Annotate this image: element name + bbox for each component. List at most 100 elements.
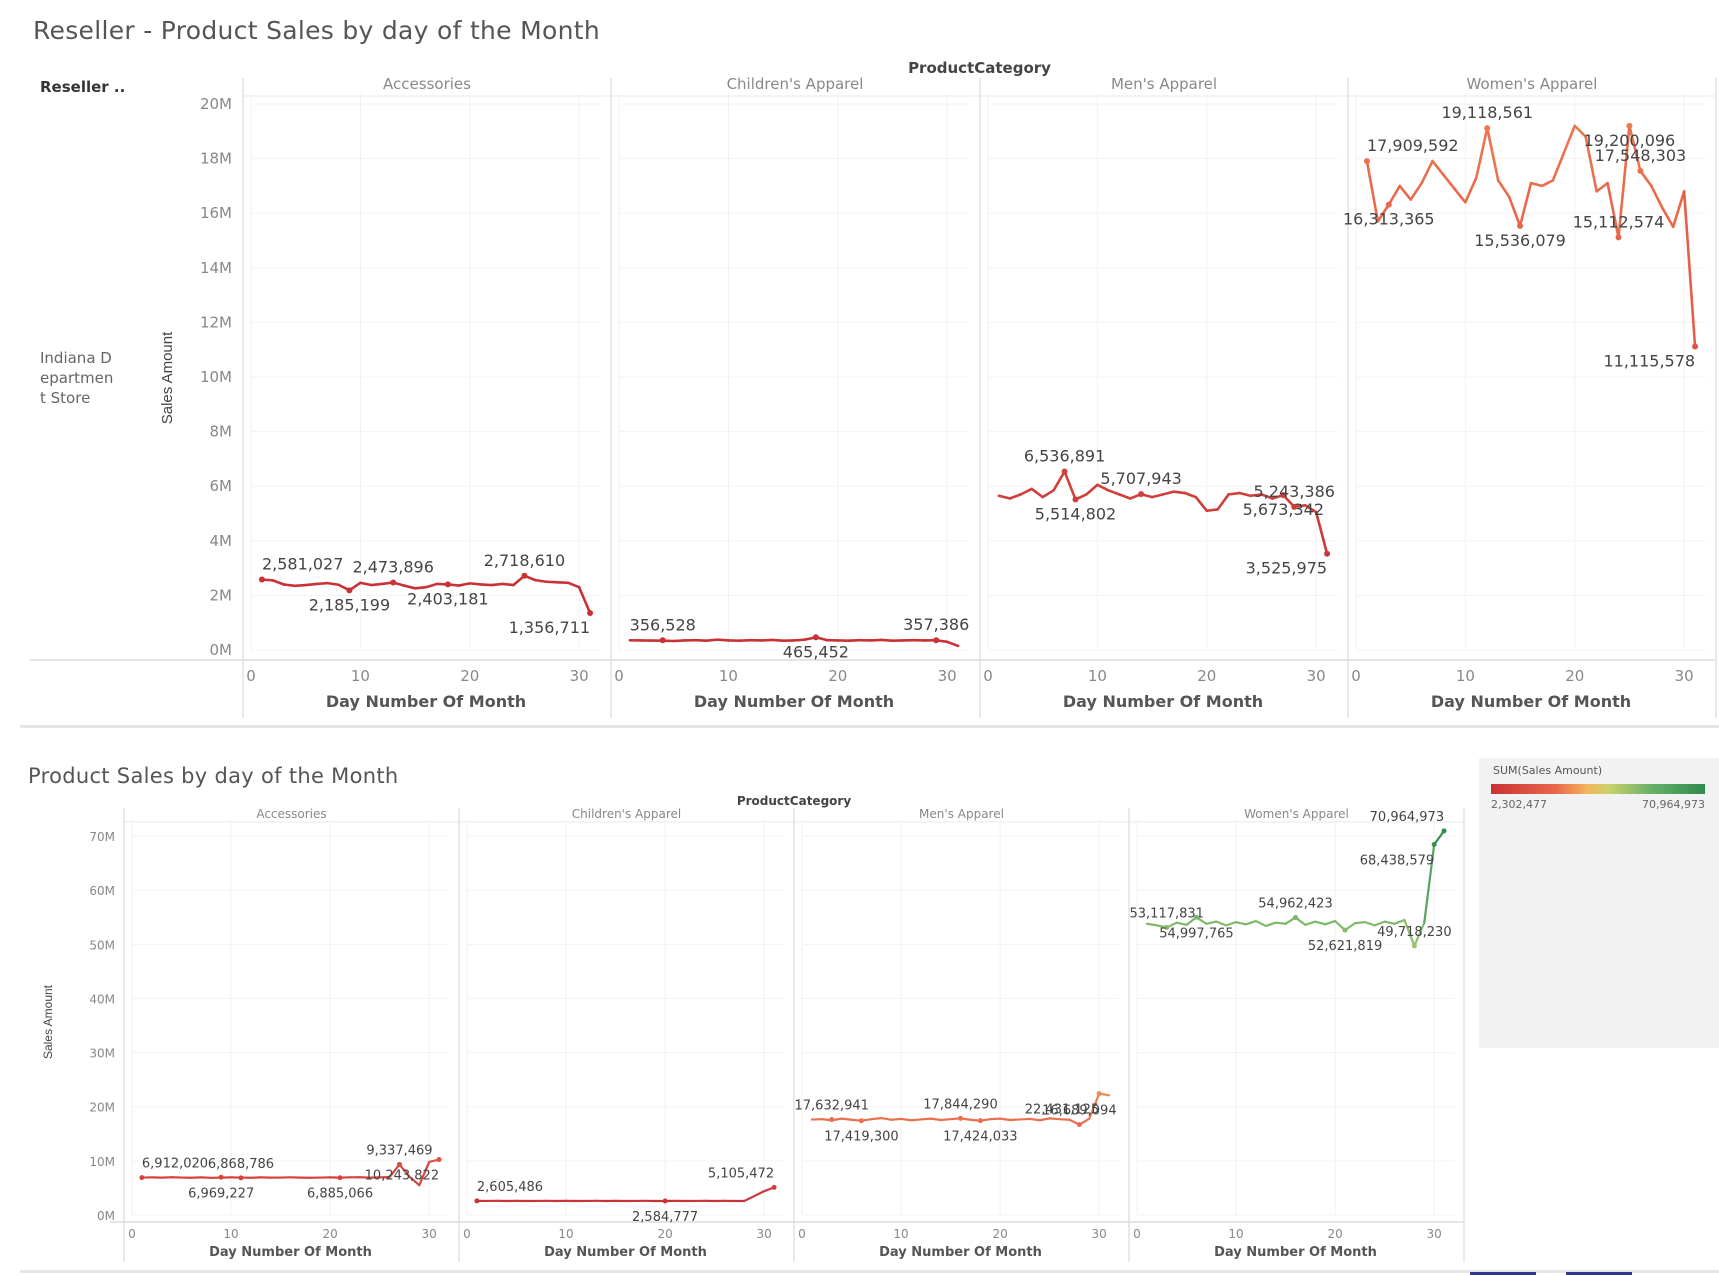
data-point-marker [1280,492,1287,499]
series-line-segment [1363,921,1376,927]
panel-category-header: Children's Apparel [727,75,864,93]
data-point-marker [1637,167,1644,174]
series-line-segment [1314,920,1327,926]
x-tick-label: 0 [463,1227,471,1241]
x-tick-label: 0 [614,667,624,685]
data-label: 1,356,711 [509,618,590,637]
x-tick-label: 30 [1092,1227,1107,1241]
series-line-segment [997,494,1012,500]
panel-category-header: Accessories [256,807,326,821]
series-line-segment [738,638,752,643]
series-line-segment [1453,187,1467,204]
y-tick-label: 30M [89,1047,115,1061]
y-tick-label: 60M [89,884,115,898]
data-point-marker [390,579,397,586]
panel-category-header: Women's Apparel [1244,807,1349,821]
series-line-segment [1249,493,1263,498]
series-line-segment [840,1117,853,1121]
data-label: 6,868,786 [208,1157,274,1172]
x-tick-label: 30 [570,667,589,685]
data-label: 17,419,300 [824,1130,898,1145]
data-label: 2,718,610 [484,551,565,570]
x-tick-label: 10 [719,667,738,685]
y-tick-label: 50M [89,938,115,952]
column-header-label: ProductCategory [737,794,851,808]
color-legend[interactable]: SUM(Sales Amount) 2,302,477 70,964,973 [1479,758,1719,1048]
series-line-segment [1254,919,1267,928]
series-line-segment [1216,493,1230,511]
x-tick-label: 0 [1133,1227,1141,1241]
series-line-segment [1442,173,1456,190]
x-tick-label: 20 [992,1227,1007,1241]
dashboard-divider [20,725,1719,728]
series-line-segment [1048,1117,1061,1121]
data-label: 17,548,303 [1595,146,1687,165]
series-line-segment [939,1118,952,1122]
data-label: 17,909,592 [1367,136,1459,155]
data-point-marker [1096,1091,1102,1097]
series-line-segment [1433,829,1446,846]
data-point-marker [139,1175,145,1181]
data-label: 53,117,831 [1130,906,1204,921]
series-line-segment [1324,919,1337,926]
series-line-segment [890,1117,903,1121]
series-line-segment [1403,918,1416,947]
series-line-segment [408,1175,421,1187]
series-line-segment [792,638,807,642]
x-tick-label: 20 [1197,667,1216,685]
series-line-segment [1639,169,1653,188]
series-line-segment [402,584,417,590]
series-line-segment [869,638,883,642]
series-line-segment [418,1160,431,1187]
series-line-segment [1183,491,1198,499]
legend-min-label: 2,302,477 [1491,798,1547,811]
series-line-segment [1551,151,1566,182]
x-axis-title: Day Number Of Month [1214,1245,1377,1260]
series-line-segment [1431,159,1445,177]
data-label: 15,536,079 [1474,231,1566,250]
series-line-segment [1205,508,1219,513]
data-point-marker [1441,828,1447,834]
series-line-segment [468,582,482,586]
x-axis-title: Day Number Of Month [1063,692,1263,711]
series-line-segment [388,1163,401,1179]
series-line-segment [753,1190,766,1198]
series-line-segment [1303,504,1318,514]
y-tick-label: 70M [89,830,115,844]
data-point-marker [1626,122,1633,129]
data-point-marker [1076,1122,1082,1128]
data-point-marker [396,1161,402,1167]
series-line-segment [1150,493,1165,499]
data-point-marker [258,576,265,583]
y-tick-label: 10M [200,368,232,386]
x-axis-title: Day Number Of Month [1431,692,1631,711]
y-tick-label: 4M [210,532,233,550]
data-point-marker [1293,914,1298,920]
x-tick-label: 10 [1228,1227,1243,1241]
data-label: 16,313,365 [1343,210,1435,229]
series-line-segment [1008,493,1023,500]
x-tick-label: 30 [938,667,957,685]
sheet-tab-indicator[interactable] [1470,1272,1536,1275]
legend-color-ramp [1491,784,1705,794]
series-line-segment [929,1117,942,1122]
data-label: 465,452 [783,642,849,661]
series-line-segment [1172,490,1187,495]
y-tick-label: 10M [89,1155,115,1169]
panel-category-header: Accessories [383,75,471,93]
series-line-segment [1244,919,1257,926]
x-tick-label: 20 [828,667,847,685]
data-point-marker [858,1118,864,1124]
data-label: 5,673,342 [1243,500,1324,519]
x-axis-title: Day Number Of Month [879,1245,1042,1260]
data-label: 70,964,973 [1370,810,1444,825]
data-label: 2,403,181 [407,589,488,608]
series-line-segment [457,582,472,587]
x-tick-label: 20 [460,667,479,685]
sheet-tab-indicator[interactable] [1566,1272,1632,1275]
data-label: 68,438,579 [1360,854,1434,869]
series-line-segment [759,638,774,642]
series-line-segment [1650,184,1664,210]
series-line-segment [989,1117,1002,1121]
legend-max-label: 70,964,973 [1642,798,1705,811]
